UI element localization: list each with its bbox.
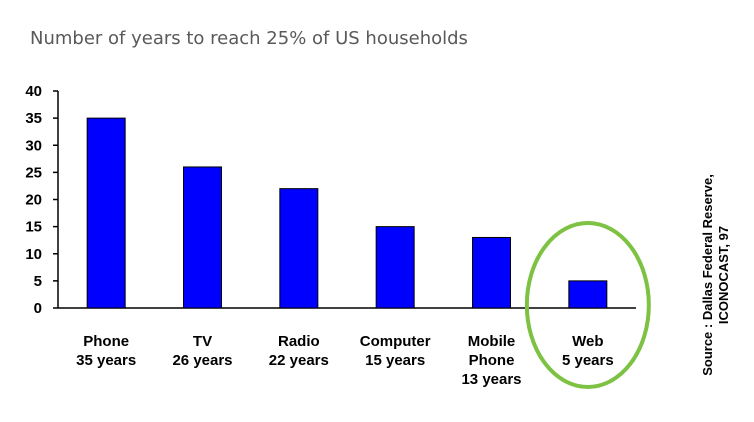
y-tick-label-2: 10: [25, 246, 42, 263]
y-tick-label-8: 40: [25, 83, 42, 100]
bar-5: [568, 280, 608, 309]
source-note: Source : Dallas Federal Reserve,ICONOCAS…: [700, 174, 731, 376]
y-tick-label-1: 5: [34, 273, 42, 290]
y-tick-label-4: 20: [25, 192, 42, 209]
highlight-circle: [524, 221, 651, 389]
y-tick-label-7: 35: [25, 110, 42, 127]
x-category-label-0: Phone 35 years: [76, 333, 136, 369]
bar-4: [472, 236, 511, 309]
x-category-label-2: Radio 22 years: [269, 333, 329, 369]
x-category-label-3: Computer 15 years: [360, 333, 431, 369]
bar-0: [86, 117, 126, 309]
x-category-label-1: TV 26 years: [172, 333, 232, 369]
bar-2: [279, 188, 319, 309]
chart-title: Number of years to reach 25% of US house…: [30, 28, 468, 49]
bar-1: [183, 166, 222, 309]
y-tick-label-3: 15: [25, 219, 42, 236]
x-category-label-4: Mobile Phone 13 years: [461, 333, 521, 388]
x-category-label-5: Web 5 years: [562, 333, 614, 369]
bar-3: [375, 226, 415, 309]
y-tick-label-0: 0: [34, 300, 42, 317]
y-tick-label-6: 30: [25, 137, 42, 154]
y-tick-label-5: 25: [25, 164, 42, 181]
